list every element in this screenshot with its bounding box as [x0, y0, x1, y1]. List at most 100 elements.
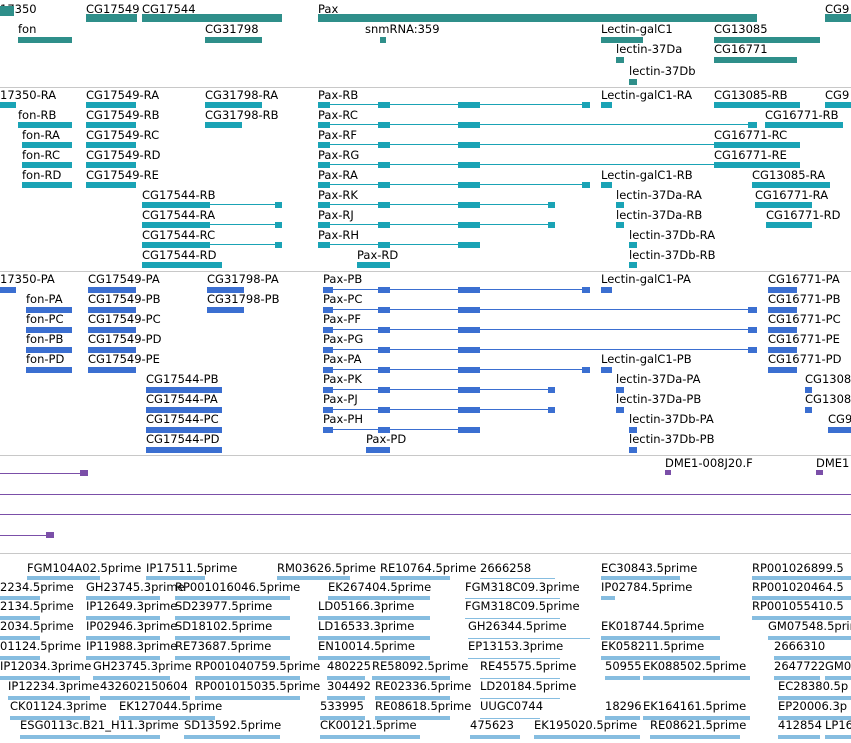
feature-label[interactable]: LD16533.3prime	[318, 619, 415, 633]
feature-bar[interactable]	[752, 576, 851, 580]
feature-label[interactable]: CG9	[825, 88, 850, 102]
feature-label[interactable]: CG17549-RB	[86, 108, 160, 122]
feature-bar[interactable]	[605, 716, 640, 720]
feature-bar[interactable]	[26, 367, 72, 373]
feature-label[interactable]: GM0	[825, 659, 851, 673]
feature-bar[interactable]	[318, 162, 330, 168]
feature-label[interactable]: CG17549-PE	[88, 352, 160, 366]
feature-bar[interactable]	[318, 656, 430, 660]
feature-label[interactable]: CG1308	[805, 392, 851, 406]
feature-bar[interactable]	[26, 347, 72, 353]
intron-line[interactable]	[0, 514, 851, 515]
intron-line[interactable]	[323, 429, 480, 430]
feature-label[interactable]: lectin-37Da-PB	[616, 392, 702, 406]
feature-label[interactable]: EP20006.3p	[778, 699, 848, 713]
feature-bar[interactable]	[601, 576, 680, 580]
feature-label[interactable]: fon-RB	[18, 108, 57, 122]
feature-bar[interactable]	[86, 162, 136, 168]
feature-bar[interactable]	[27, 576, 100, 580]
feature-label[interactable]: SD23977.5prime	[175, 599, 273, 613]
intron-line[interactable]	[468, 658, 560, 659]
feature-label[interactable]: CG17549-PC	[88, 312, 161, 326]
feature-bar[interactable]	[318, 202, 330, 208]
feature-label[interactable]: RE08621.5prime	[650, 718, 747, 732]
feature-bar[interactable]	[378, 427, 390, 433]
feature-bar[interactable]	[748, 327, 757, 333]
feature-label[interactable]: RE45575.5prime	[480, 659, 577, 673]
feature-label[interactable]: CG17544-RA	[142, 208, 216, 222]
feature-label[interactable]: EC28380.5p	[778, 679, 849, 693]
feature-bar[interactable]	[88, 347, 136, 353]
intron-line[interactable]	[323, 349, 757, 350]
feature-bar[interactable]	[458, 242, 480, 248]
feature-label[interactable]: 412854	[778, 718, 822, 732]
feature-label[interactable]: FGM318C09.5prime	[465, 599, 580, 613]
feature-bar[interactable]	[146, 407, 222, 413]
feature-label[interactable]: lectin-37Db-RA	[629, 228, 716, 242]
feature-bar[interactable]	[616, 57, 624, 63]
feature-bar[interactable]	[0, 102, 16, 108]
feature-bar[interactable]	[327, 676, 365, 680]
intron-line[interactable]	[465, 618, 560, 619]
intron-line[interactable]	[480, 698, 560, 699]
feature-label[interactable]: CG17549-RA	[86, 88, 160, 102]
feature-bar[interactable]	[207, 307, 244, 313]
feature-bar[interactable]	[458, 222, 480, 228]
feature-label[interactable]: CG17549-RC	[86, 128, 160, 142]
feature-bar[interactable]	[458, 102, 480, 108]
feature-bar[interactable]	[616, 407, 624, 413]
intron-line[interactable]	[318, 124, 757, 125]
feature-bar[interactable]	[100, 696, 190, 700]
feature-bar[interactable]	[320, 735, 420, 739]
feature-label[interactable]: GH26344.5prime	[468, 619, 567, 633]
feature-bar[interactable]	[828, 427, 851, 433]
feature-label[interactable]: FGM104A02.5prime	[27, 561, 142, 575]
feature-label[interactable]: EK018744.5prime	[601, 619, 705, 633]
feature-label[interactable]: SD13592.5prime	[184, 718, 282, 732]
feature-bar[interactable]	[0, 676, 80, 680]
feature-bar[interactable]	[582, 102, 590, 108]
feature-bar[interactable]	[458, 307, 480, 313]
feature-label[interactable]: 2647722	[774, 659, 826, 673]
feature-bar[interactable]	[548, 222, 555, 228]
feature-bar[interactable]	[195, 676, 300, 680]
feature-bar[interactable]	[378, 387, 390, 393]
feature-label[interactable]: CG16771-RA	[755, 188, 829, 202]
feature-label[interactable]: CG17549-RE	[86, 168, 159, 182]
feature-label[interactable]: CG16771-RB	[765, 108, 839, 122]
feature-bar[interactable]	[825, 14, 851, 22]
feature-label[interactable]: 432602150604	[100, 679, 188, 693]
feature-label[interactable]: Lectin-galC1-PB	[601, 352, 692, 366]
feature-bar[interactable]	[643, 676, 750, 680]
feature-bar[interactable]	[146, 387, 222, 393]
feature-bar[interactable]	[380, 576, 450, 580]
feature-bar[interactable]	[318, 222, 330, 228]
feature-bar[interactable]	[582, 287, 590, 293]
feature-label[interactable]: CG17549-PA	[88, 272, 160, 286]
feature-bar[interactable]	[774, 676, 820, 680]
feature-bar[interactable]	[378, 202, 390, 208]
intron-line[interactable]	[468, 638, 590, 639]
feature-label[interactable]: Pax-RD	[357, 248, 399, 262]
feature-label[interactable]: fon-PB	[26, 332, 64, 346]
feature-bar[interactable]	[765, 122, 843, 128]
feature-label[interactable]: EP13153.3prime	[468, 639, 564, 653]
feature-label[interactable]: 2666310	[774, 639, 826, 653]
feature-label[interactable]: lectin-37Da	[616, 42, 683, 56]
feature-bar[interactable]	[378, 407, 390, 413]
feature-bar[interactable]	[8, 696, 90, 700]
feature-bar[interactable]	[119, 716, 215, 720]
feature-bar[interactable]	[0, 636, 40, 640]
feature-bar[interactable]	[142, 14, 282, 22]
feature-label[interactable]: CK00121.5prime	[320, 718, 417, 732]
feature-label[interactable]: fon-RD	[22, 168, 62, 182]
intron-line[interactable]	[323, 369, 590, 370]
feature-label[interactable]: lectin-37Da-PA	[616, 372, 701, 386]
feature-bar[interactable]	[323, 367, 333, 373]
feature-label[interactable]: fon-PD	[26, 352, 65, 366]
feature-bar[interactable]	[86, 616, 160, 620]
feature-bar[interactable]	[146, 576, 205, 580]
feature-label[interactable]: EK058211.5prime	[601, 639, 705, 653]
feature-label[interactable]: UUGC0744	[480, 699, 544, 713]
feature-bar[interactable]	[805, 387, 812, 393]
